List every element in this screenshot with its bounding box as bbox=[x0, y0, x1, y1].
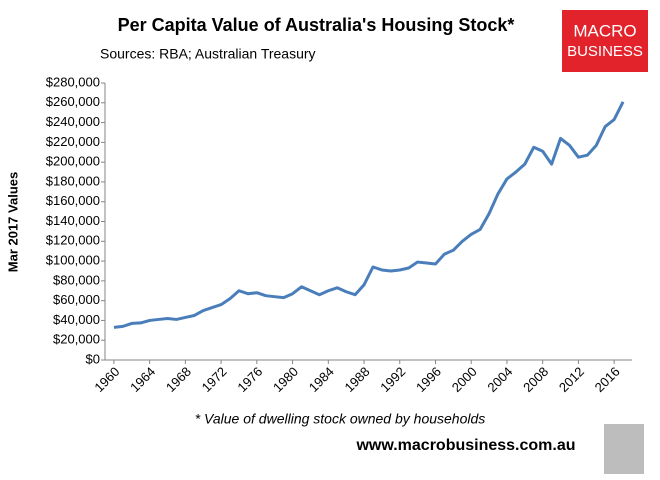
y-tick-label: $0 bbox=[86, 351, 100, 366]
y-tick-label: $280,000 bbox=[46, 74, 100, 89]
x-tick-label: 1972 bbox=[199, 364, 230, 395]
x-tick-label: 1984 bbox=[306, 364, 337, 395]
website: www.macrobusiness.com.au bbox=[355, 437, 575, 454]
data-line bbox=[113, 101, 625, 329]
y-tick-label: $160,000 bbox=[46, 193, 100, 208]
y-tick-label: $260,000 bbox=[46, 94, 100, 109]
y-tick-label: $80,000 bbox=[53, 272, 100, 287]
x-tick-label: 2016 bbox=[592, 364, 623, 395]
logo-text: MACRO bbox=[573, 21, 636, 40]
y-tick-label: $20,000 bbox=[53, 332, 100, 347]
x-tick-label: 2004 bbox=[484, 364, 515, 395]
x-tick-label: 2000 bbox=[449, 364, 480, 395]
logo-box bbox=[562, 10, 648, 72]
logo-text: BUSINESS bbox=[567, 43, 643, 60]
x-tick-label: 1996 bbox=[413, 364, 444, 395]
y-tick-label: $120,000 bbox=[46, 233, 100, 248]
y-tick-label: $220,000 bbox=[46, 134, 100, 149]
x-tick-label: 2012 bbox=[556, 364, 587, 395]
y-tick-label: $100,000 bbox=[46, 253, 100, 268]
x-tick-label: 1968 bbox=[163, 364, 194, 395]
y-tick-label: $40,000 bbox=[53, 312, 100, 327]
x-tick-label: 1988 bbox=[342, 364, 373, 395]
y-tick-label: $140,000 bbox=[46, 213, 100, 228]
y-tick-label: $240,000 bbox=[46, 114, 100, 129]
chart-subtitle: Sources: RBA; Australian Treasury bbox=[100, 46, 316, 62]
x-tick-label: 1964 bbox=[127, 364, 158, 395]
y-tick-label: $180,000 bbox=[46, 173, 100, 188]
x-tick-label: 1960 bbox=[91, 364, 122, 395]
x-tick-label: 1980 bbox=[270, 364, 301, 395]
y-tick-label: $200,000 bbox=[46, 154, 100, 169]
y-tick-label: $60,000 bbox=[53, 292, 100, 307]
x-tick-label: 1976 bbox=[234, 364, 265, 395]
x-tick-label: 2008 bbox=[520, 364, 551, 395]
x-tick-label: 1992 bbox=[377, 364, 408, 395]
chart-title: Per Capita Value of Australia's Housing … bbox=[118, 15, 515, 35]
footnote: * Value of dwelling stock owned by house… bbox=[195, 411, 486, 427]
wolf-icon bbox=[604, 424, 644, 474]
y-axis-label: Mar 2017 Values bbox=[5, 172, 20, 272]
